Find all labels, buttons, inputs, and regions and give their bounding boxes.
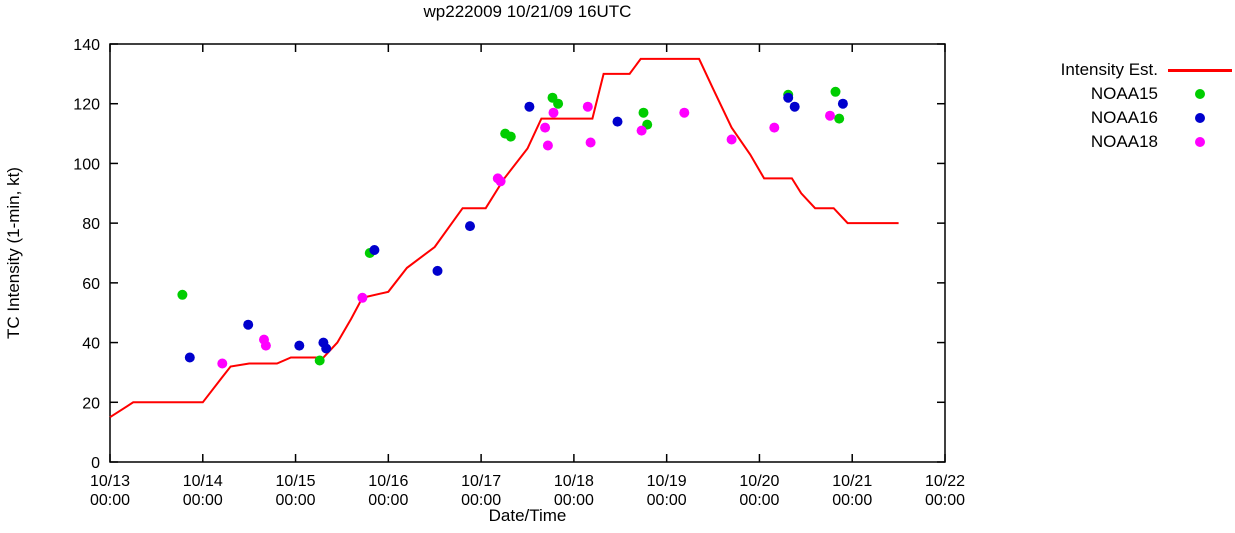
noaa16-point [783, 92, 794, 103]
dot-swatch [1195, 137, 1205, 147]
y-tick-label: 40 [82, 336, 100, 353]
noaa15-point [638, 107, 649, 118]
noaa18-point [260, 340, 271, 351]
plot-border [109, 43, 946, 463]
noaa16-point [321, 343, 332, 354]
noaa16-point [369, 245, 380, 255]
noaa18-point [217, 358, 228, 369]
noaa18-point [825, 110, 835, 121]
x-tick-label-time: 00:00 [647, 492, 687, 509]
legend-label: NOAA16 [1090, 108, 1158, 127]
x-tick-label-date: 10/21 [832, 473, 872, 490]
legend-dot-sample [1168, 137, 1232, 147]
y-tick-label: 0 [91, 455, 100, 472]
noaa16-point [524, 101, 535, 112]
x-tick-label-date: 10/14 [183, 473, 223, 490]
noaa18-point [582, 101, 593, 112]
noaa18-point [585, 137, 596, 148]
x-tick-label-time: 00:00 [461, 492, 501, 509]
noaa16-point [432, 265, 443, 276]
noaa16-point [837, 98, 848, 109]
noaa15-point [553, 98, 564, 109]
x-tick-label-date: 10/18 [554, 473, 594, 490]
legend-row: NOAA15 [972, 82, 1232, 106]
noaa18-point [679, 107, 690, 118]
noaa15-point [177, 289, 188, 300]
x-tick-label-time: 00:00 [183, 492, 223, 509]
noaa16-point [184, 352, 195, 363]
legend-label: Intensity Est. [1060, 60, 1158, 79]
x-tick-label-date: 10/15 [276, 473, 316, 490]
x-tick-label-date: 10/19 [647, 473, 687, 490]
legend-row: Intensity Est. [972, 58, 1232, 82]
y-tick-label: 20 [82, 395, 100, 412]
noaa16-point [243, 319, 254, 330]
noaa15-point [314, 355, 325, 366]
noaa18-point [540, 122, 551, 133]
noaa18-point [495, 176, 506, 187]
x-axis-label: Date/Time [488, 506, 567, 525]
noaa15-point [830, 86, 841, 97]
noaa18-point [357, 292, 368, 303]
y-tick-label: 100 [73, 156, 100, 173]
legend-row: NOAA16 [972, 106, 1232, 130]
y-tick-label: 60 [82, 276, 100, 293]
noaa15-point [505, 131, 516, 142]
noaa16-point [294, 340, 305, 351]
x-tick-label-date: 10/16 [368, 473, 408, 490]
noaa18-point [726, 134, 737, 145]
x-tick-label-time: 00:00 [832, 492, 872, 509]
y-tick-label: 80 [82, 216, 100, 233]
x-tick-label-time: 00:00 [368, 492, 408, 509]
x-tick-label-date: 10/17 [461, 473, 501, 490]
noaa15-point [834, 113, 845, 124]
x-tick-label-time: 00:00 [554, 492, 594, 509]
x-tick-label-time: 00:00 [925, 492, 965, 509]
dot-swatch [1195, 89, 1205, 99]
legend-label: NOAA18 [1090, 132, 1158, 151]
legend-dot-sample [1168, 113, 1232, 123]
x-tick-label-date: 10/13 [90, 473, 130, 490]
y-tick-label: 120 [73, 97, 100, 114]
intensity-line [109, 57, 899, 419]
legend-line-sample [1168, 68, 1232, 72]
chart-title: wp222009 10/21/09 16UTC [423, 2, 632, 21]
noaa18-point [636, 125, 647, 136]
x-tick-label-time: 00:00 [739, 492, 779, 509]
x-tick-label-time: 00:00 [90, 492, 130, 509]
dot-swatch [1195, 113, 1205, 123]
line-swatch [1168, 68, 1232, 72]
noaa18-point [542, 140, 553, 151]
x-tick-label-time: 00:00 [276, 492, 316, 509]
x-tick-label-date: 10/22 [925, 473, 965, 490]
noaa16-point [789, 101, 800, 112]
x-tick-label-date: 10/20 [739, 473, 779, 490]
legend: Intensity Est. NOAA15 NOAA16 NOAA18 [972, 58, 1232, 154]
noaa18-point [769, 122, 780, 133]
noaa16-point [612, 116, 623, 127]
legend-dot-sample [1168, 89, 1232, 99]
legend-row: NOAA18 [972, 130, 1232, 154]
y-tick-label: 140 [73, 37, 100, 54]
legend-label: NOAA15 [1090, 84, 1158, 103]
noaa16-point [465, 221, 475, 232]
noaa18-point [548, 107, 559, 118]
